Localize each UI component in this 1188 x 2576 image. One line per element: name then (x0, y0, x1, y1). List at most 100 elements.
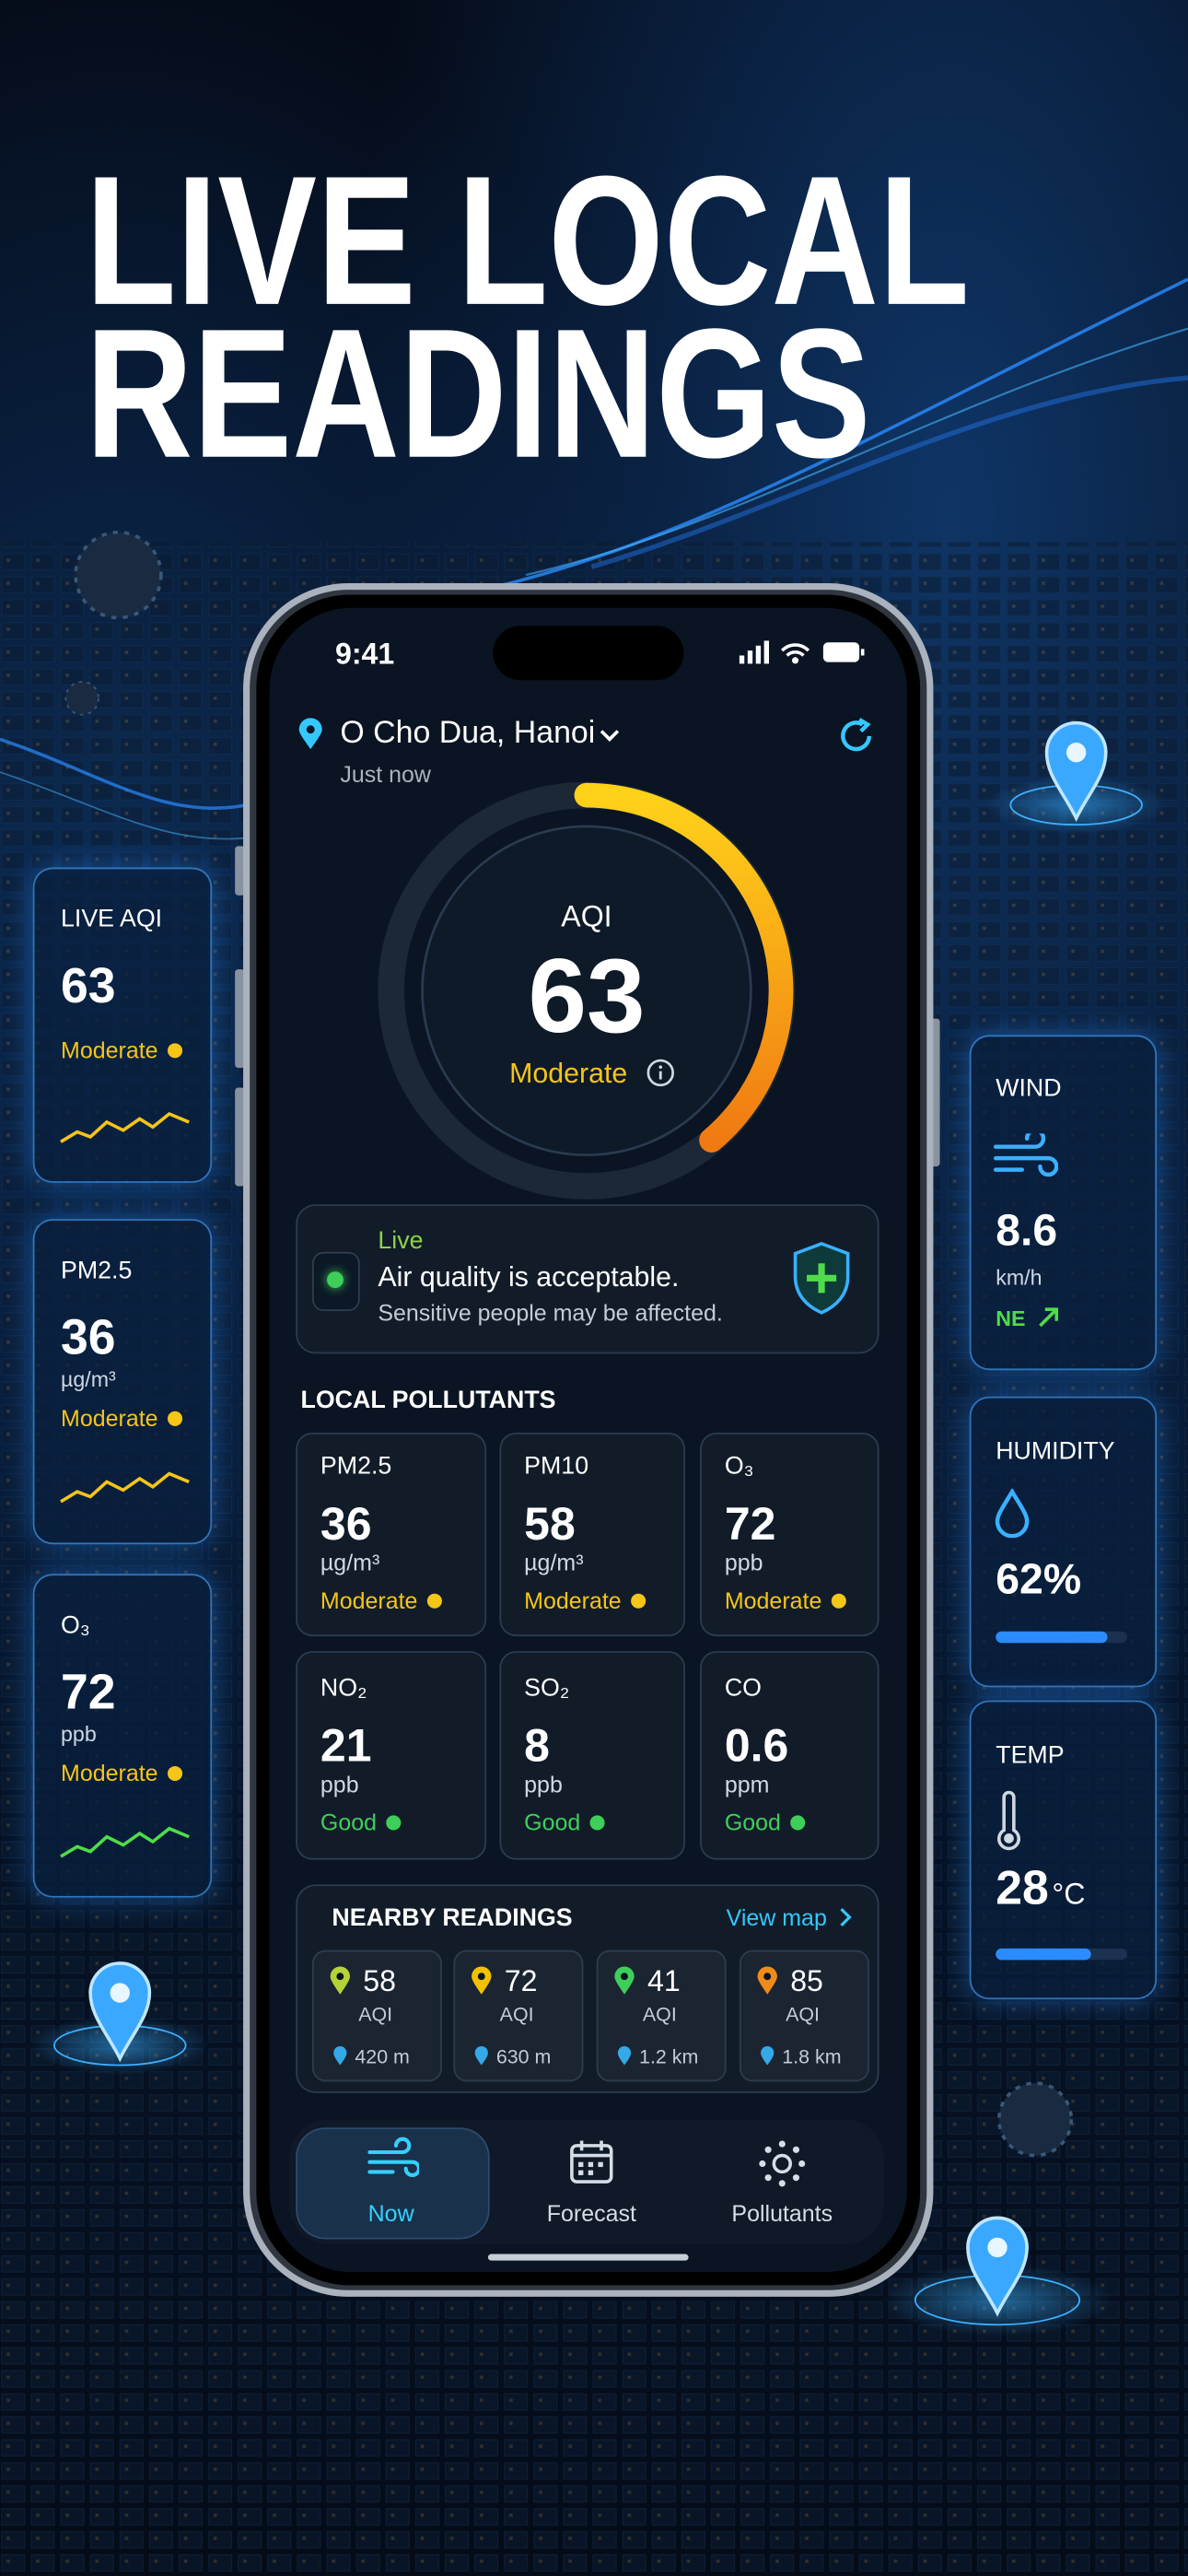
tab-label[interactable]: Pollutants (731, 2199, 833, 2227)
icon-part (298, 718, 322, 750)
side-card-title: WIND (996, 1074, 1062, 1103)
pollutant-tile (700, 1432, 879, 1637)
icon-part (570, 2144, 613, 2184)
icon-part (590, 375, 1188, 569)
side-card-title: PM2.5 (61, 1257, 133, 1285)
side-card-unit: µg/m³ (61, 1366, 116, 1392)
status-dot (790, 1814, 806, 1830)
icon-part (658, 1065, 663, 1069)
tab-label[interactable]: Forecast (546, 2199, 636, 2227)
icon-part (474, 2045, 488, 2066)
banner (296, 1204, 879, 1354)
icon-part (477, 1973, 485, 1981)
tab-icon[interactable] (564, 2136, 620, 2192)
icon-part (330, 1966, 351, 1995)
icon-part (0, 737, 247, 810)
status: Moderate (724, 1587, 847, 1614)
view-map-link[interactable]: View map (726, 1903, 827, 1931)
icon-part (600, 730, 620, 742)
nearby-label: AQI (786, 2002, 821, 2026)
icon-part (60, 1826, 190, 1858)
section-title: NEARBY READINGS (332, 1903, 573, 1933)
status-text: Good (524, 1809, 581, 1835)
info-icon (646, 1058, 675, 1087)
headline-line: LIVE LOCAL (86, 138, 970, 344)
icon-part (792, 2146, 800, 2153)
pollutant-value: 0.6 (724, 1720, 789, 1772)
nearby-pin (329, 1966, 352, 1996)
icon-part (995, 1487, 1030, 1539)
nearby-value: 85 (790, 1964, 823, 1998)
tab-label[interactable]: Now (367, 2199, 414, 2227)
status-text: Moderate (61, 1036, 158, 1063)
pollutant-unit: µg/m³ (320, 1549, 380, 1576)
icon-part (759, 2140, 806, 2187)
pollutant-unit: ppm (724, 1771, 770, 1797)
icon-part (840, 1907, 852, 1927)
pollutant-value: 8 (524, 1720, 550, 1772)
icon-part (763, 640, 770, 664)
pollutant-tile (499, 1432, 686, 1637)
nearby-distance: 1.8 km (782, 2045, 842, 2069)
tab-icon[interactable] (754, 2136, 810, 2192)
nearby-label: AQI (642, 2002, 677, 2026)
side-card-value: 8.6 (996, 1205, 1058, 1256)
icon-part (472, 1966, 492, 1995)
icon-part (646, 1059, 674, 1087)
icon-part (1039, 1307, 1059, 1328)
status: Moderate (61, 1406, 183, 1429)
pollutant-unit: ppb (320, 1771, 359, 1797)
side-card-unit: ppb (61, 1721, 97, 1747)
unit: °C (1052, 1878, 1086, 1911)
status: Good (320, 1810, 402, 1833)
status-dot (631, 1592, 646, 1608)
pollutant-unit: ppb (524, 1771, 563, 1797)
icon-part (336, 1973, 344, 1981)
icon-part (621, 1973, 628, 1981)
icon-part (798, 2160, 806, 2168)
icon-part (840, 1907, 852, 1927)
icon-part (330, 1966, 351, 1995)
live-dot (327, 1271, 344, 1289)
icon-part (574, 782, 794, 1153)
pollutant-unit: µg/m³ (524, 1549, 584, 1576)
nearby-panel (296, 1884, 879, 2093)
icon-part (778, 2140, 786, 2148)
side-card-title: O₃ (61, 1611, 90, 1640)
chevron (838, 1906, 855, 1929)
tab-icon[interactable] (363, 2136, 421, 2192)
sparkline (57, 1821, 192, 1863)
side-card-title: LIVE AQI (61, 905, 163, 933)
nearby-distance: 1.2 km (639, 2045, 699, 2069)
icon-part (807, 1263, 837, 1294)
refresh-button[interactable] (836, 716, 876, 755)
side-card-value: 36 (61, 1310, 116, 1365)
icon-part (617, 2045, 632, 2066)
thermometer-icon (993, 1790, 1026, 1854)
icon-part (841, 720, 872, 752)
status-dot (168, 1765, 183, 1781)
icon-part (739, 655, 745, 664)
icon-part (997, 2081, 1074, 2158)
wind-icon (993, 1128, 1059, 1179)
icon-part (966, 2216, 1029, 2317)
nearby-pin (613, 1966, 636, 1996)
icon-part (64, 681, 99, 716)
icon-part (857, 718, 871, 733)
location-chevron (598, 724, 621, 742)
status-dot (832, 1592, 847, 1608)
banner-tag: Live (378, 1227, 424, 1256)
status-text: Moderate (724, 1587, 822, 1614)
icon-part (1004, 1833, 1014, 1844)
pollutant-value: 21 (320, 1720, 372, 1772)
icon-part (60, 1826, 190, 1858)
icon-part (235, 969, 245, 1069)
status-text: Good (320, 1809, 378, 1835)
nearby-pin (470, 1966, 493, 1996)
pollutant-name: PM2.5 (320, 1452, 392, 1481)
status-text: Good (724, 1809, 781, 1835)
icon-part (822, 642, 860, 662)
icon-part (421, 825, 752, 1156)
